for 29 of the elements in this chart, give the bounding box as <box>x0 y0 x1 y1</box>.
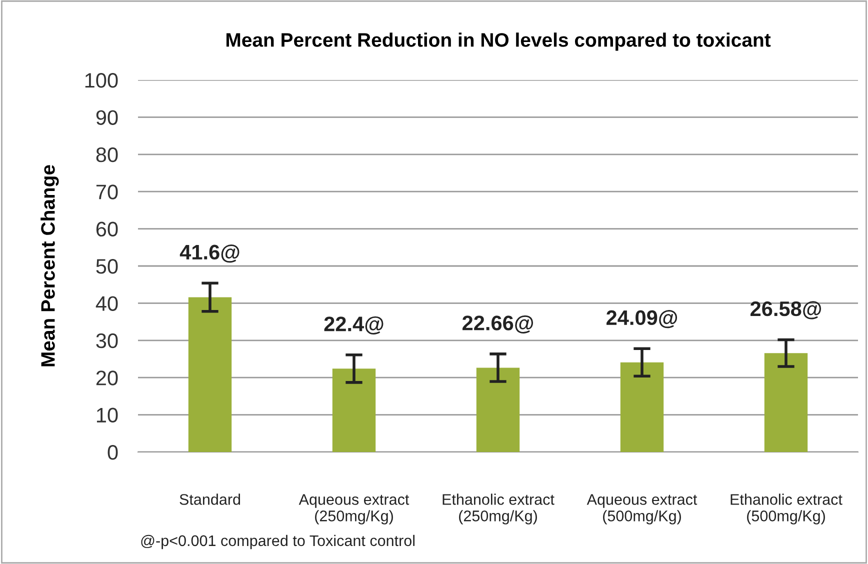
x-tick-label: Aqueous extract (500mg/Kg) <box>586 494 698 524</box>
text: @-p<0.001 compared to Toxicant control <box>141 534 415 550</box>
y-tick-label: 60 <box>96 222 118 237</box>
data-label: 26.58@ <box>750 301 822 320</box>
data-label: 22.4@ <box>324 316 384 334</box>
x-tick-label: Standard <box>180 494 240 505</box>
y-tick-label: 30 <box>96 333 118 348</box>
y-tick-label: 70 <box>96 184 118 200</box>
y-tick-label: 40 <box>96 296 118 311</box>
y-tick-label: 0 <box>108 445 118 460</box>
y-tick-label: 10 <box>96 408 118 423</box>
x-tick-label: Ethanolic extract (250mg/Kg) <box>442 494 554 524</box>
y-tick-label: 20 <box>96 370 118 386</box>
y-tick-label: 80 <box>96 147 118 162</box>
data-label: 22.66@ <box>462 315 534 334</box>
bar <box>332 368 376 452</box>
bar <box>188 297 232 452</box>
bar <box>620 362 664 452</box>
y-axis-title: Mean Percent Change <box>40 165 59 366</box>
chart-title: Mean Percent Reduction in NO levels compared to toxicant <box>226 32 771 51</box>
x-tick-label: Ethanolic extract (500mg/Kg) <box>730 494 842 524</box>
x-tick-label: Aqueous extract (250mg/Kg) <box>298 494 410 524</box>
bar <box>476 368 520 452</box>
y-tick-label: 100 <box>85 73 118 88</box>
bar <box>764 353 808 452</box>
y-tick-label: 50 <box>96 259 118 274</box>
y-tick-label: 90 <box>96 110 118 125</box>
data-label: 41.6@ <box>180 244 240 263</box>
data-label: 24.09@ <box>606 310 678 328</box>
